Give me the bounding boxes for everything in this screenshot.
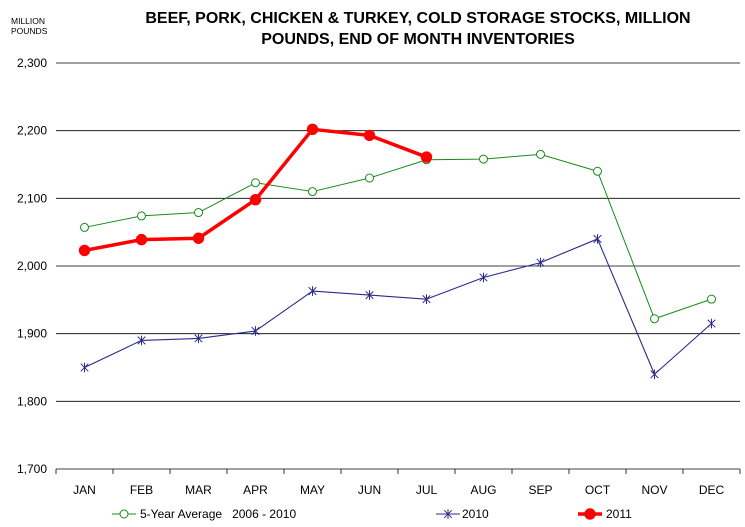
legend-item: 5-Year Average 2006 - 2010 bbox=[112, 507, 296, 521]
series-2010 bbox=[80, 234, 716, 380]
data-point bbox=[78, 244, 91, 257]
legend-label: 2010 bbox=[462, 507, 489, 521]
series-line bbox=[84, 153, 712, 320]
legend-marker bbox=[584, 508, 596, 520]
legend-marker bbox=[443, 509, 453, 519]
legend-item: 2011 bbox=[578, 507, 632, 521]
x-tick-label: JUL bbox=[416, 483, 438, 497]
x-tick-label: DEC bbox=[699, 483, 725, 497]
y-tick-label: 1,700 bbox=[17, 462, 47, 476]
data-point bbox=[192, 232, 205, 244]
data-point bbox=[194, 333, 203, 344]
plot-area: 1,700 1,800 1,900 2,000 2,100 2,200 2,300 JAN FE… bbox=[17, 56, 741, 497]
data-point bbox=[707, 294, 716, 304]
chart-title-line-2: POUNDS, END OF MONTH INVENTORIES bbox=[261, 31, 575, 48]
x-tick-label: SEP bbox=[528, 483, 552, 497]
x-tick-label: AUG bbox=[470, 483, 496, 497]
y-tick-label: 2,200 bbox=[17, 124, 47, 138]
series-5yr-average bbox=[80, 149, 716, 324]
x-tick-label: OCT bbox=[585, 483, 611, 497]
x-tick-label: JAN bbox=[73, 483, 96, 497]
data-point bbox=[650, 369, 659, 380]
data-point bbox=[249, 193, 262, 206]
data-point bbox=[308, 187, 317, 197]
data-point bbox=[365, 290, 374, 300]
legend-marker bbox=[119, 509, 129, 519]
data-point bbox=[365, 173, 374, 183]
x-tick-label: MAR bbox=[185, 483, 212, 497]
y-tick-label: 2,100 bbox=[17, 191, 47, 205]
y-tick-label: 1,800 bbox=[17, 394, 47, 408]
legend-label: 5-Year Average 2006 - 2010 bbox=[140, 507, 296, 521]
data-point bbox=[593, 234, 602, 244]
data-point bbox=[420, 151, 433, 163]
data-point bbox=[422, 294, 431, 304]
y-unit-label-line-1: MILLION bbox=[11, 16, 45, 26]
x-tick-label: JUN bbox=[358, 483, 381, 497]
y-unit-label-line-2: POUNDS bbox=[11, 26, 48, 36]
series-line bbox=[84, 127, 428, 253]
data-point bbox=[80, 362, 89, 373]
x-tick-label: APR bbox=[243, 483, 268, 497]
data-point bbox=[135, 233, 148, 246]
series-line bbox=[84, 238, 712, 375]
data-point bbox=[479, 272, 488, 283]
y-tick-label: 2,300 bbox=[17, 56, 47, 70]
data-point bbox=[80, 222, 89, 232]
data-point bbox=[137, 211, 146, 221]
series-2011 bbox=[78, 123, 433, 257]
chart-title-line-1: BEEF, PORK, CHICKEN & TURKEY, COLD STORA… bbox=[145, 10, 690, 27]
x-tick-label: FEB bbox=[130, 483, 153, 497]
data-point bbox=[194, 208, 203, 218]
data-point bbox=[363, 129, 376, 142]
legend-label: 2011 bbox=[606, 507, 632, 521]
x-tick-label: MAY bbox=[300, 483, 325, 497]
legend: 5-Year Average 2006 - 2010 2010 2011 bbox=[112, 507, 632, 521]
y-tick-label: 2,000 bbox=[17, 259, 47, 273]
data-point bbox=[306, 123, 319, 136]
y-tick-label: 1,900 bbox=[17, 327, 47, 341]
data-point bbox=[707, 318, 716, 329]
data-point bbox=[593, 166, 602, 176]
data-point bbox=[251, 326, 260, 336]
data-point bbox=[308, 286, 317, 296]
data-point bbox=[650, 314, 659, 324]
data-point bbox=[479, 154, 488, 164]
data-point bbox=[137, 335, 146, 346]
data-point bbox=[251, 178, 260, 188]
data-point bbox=[536, 257, 545, 268]
x-tick-label: NOV bbox=[641, 483, 667, 497]
data-point bbox=[536, 149, 545, 159]
legend-item: 2010 bbox=[436, 507, 489, 521]
